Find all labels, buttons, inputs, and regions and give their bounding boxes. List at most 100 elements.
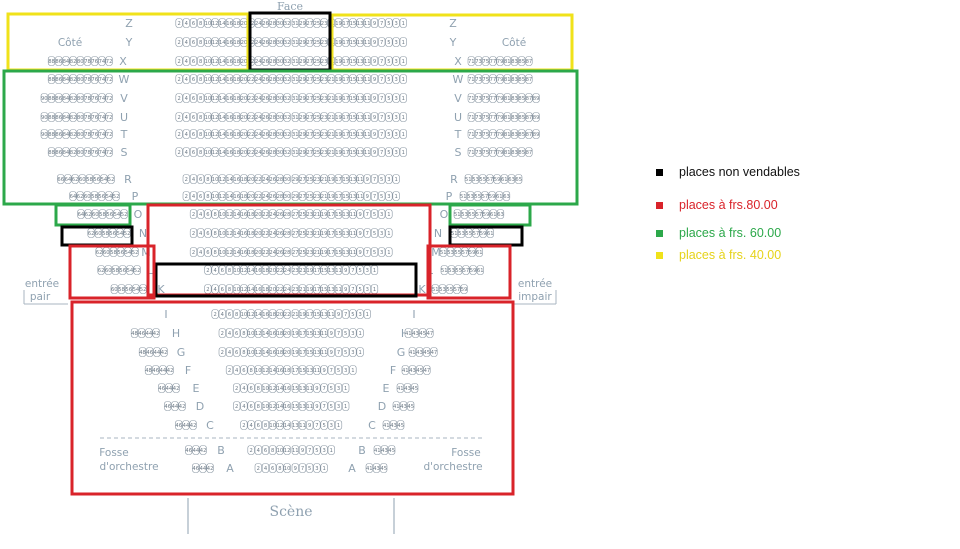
seat[interactable]: 17	[313, 265, 321, 275]
seat[interactable]: 41	[404, 328, 412, 338]
seat[interactable]: 51	[439, 247, 447, 257]
seat[interactable]: 59	[493, 174, 501, 184]
seat[interactable]: 47	[426, 328, 434, 338]
seat[interactable]: 10	[283, 463, 291, 473]
seat[interactable]: 19	[291, 347, 299, 357]
seat[interactable]: 2	[218, 347, 226, 357]
seat[interactable]: 58	[85, 174, 94, 184]
seat[interactable]: 46	[158, 383, 166, 393]
seat[interactable]: 16	[269, 347, 277, 357]
seat[interactable]: 5	[356, 265, 364, 275]
seat[interactable]: 71	[467, 56, 475, 66]
seat[interactable]: 79	[496, 74, 504, 84]
seat[interactable]: 78	[83, 112, 92, 122]
seat[interactable]: 24	[254, 129, 262, 139]
seat[interactable]: 4	[211, 284, 219, 294]
seat[interactable]: 3	[378, 247, 386, 257]
seat[interactable]: 12	[247, 309, 255, 319]
seat[interactable]: 7	[363, 247, 371, 257]
seat[interactable]: 52	[123, 228, 131, 238]
seat[interactable]: 55	[446, 284, 454, 294]
seat[interactable]: 52	[133, 265, 141, 275]
seat[interactable]: 13	[298, 401, 307, 411]
seat[interactable]: 17	[334, 191, 343, 201]
seat[interactable]: 15	[349, 112, 357, 122]
seat[interactable]: 24	[283, 284, 291, 294]
seat[interactable]: 83	[510, 147, 519, 157]
seat[interactable]: 27	[306, 56, 314, 66]
seat[interactable]: 17	[342, 112, 350, 122]
seat[interactable]: 14	[254, 309, 262, 319]
seat[interactable]: 13	[356, 56, 364, 66]
seat[interactable]: 2	[175, 129, 183, 139]
seat[interactable]: 56	[119, 265, 127, 275]
seat[interactable]: 10	[261, 401, 270, 411]
seat[interactable]: 1	[399, 18, 407, 28]
seat[interactable]: 15	[349, 147, 357, 157]
seat[interactable]: 9	[334, 309, 343, 319]
seat[interactable]: 83	[510, 56, 519, 66]
seat[interactable]: 16	[283, 383, 291, 393]
seat[interactable]: 1	[385, 228, 393, 238]
seat[interactable]: 32	[283, 93, 291, 103]
seat[interactable]: 20	[240, 93, 248, 103]
seat[interactable]: 26	[269, 174, 277, 184]
seat[interactable]: 75	[482, 74, 490, 84]
seat[interactable]: 14	[233, 247, 241, 257]
seat[interactable]: 3	[392, 37, 400, 47]
seat[interactable]: 72	[105, 112, 113, 122]
seat[interactable]: 76	[91, 56, 99, 66]
seat[interactable]: 12	[225, 228, 234, 238]
seat[interactable]: 23	[320, 37, 328, 47]
seat[interactable]: 43	[408, 365, 417, 375]
seat[interactable]: 53	[447, 265, 456, 275]
seat[interactable]: 43	[380, 445, 389, 455]
seat[interactable]: 4	[240, 383, 248, 393]
seat[interactable]: 74	[98, 112, 106, 122]
seat[interactable]: 21	[298, 284, 307, 294]
seat[interactable]: 81	[503, 93, 511, 103]
seat[interactable]: 57	[475, 209, 483, 219]
seat[interactable]: 90	[40, 112, 48, 122]
seat[interactable]: 6	[189, 18, 198, 28]
seat[interactable]: 88	[47, 56, 56, 66]
seat[interactable]: 18	[261, 284, 270, 294]
seat[interactable]: 7	[378, 18, 386, 28]
seat[interactable]: 15	[349, 93, 357, 103]
seat[interactable]: 23	[320, 74, 328, 84]
seat[interactable]: 77	[489, 74, 497, 84]
seat[interactable]: 82	[69, 147, 77, 157]
seat[interactable]: 8	[211, 209, 219, 219]
seat[interactable]: 89	[532, 129, 540, 139]
seat[interactable]: 43	[372, 463, 381, 473]
seat[interactable]: 25	[313, 112, 321, 122]
seat[interactable]: 5	[385, 18, 393, 28]
seat[interactable]: 23	[320, 93, 328, 103]
seat[interactable]: 5	[370, 228, 379, 238]
seat[interactable]: 9	[363, 191, 371, 201]
seat[interactable]: 6	[254, 420, 262, 430]
seat[interactable]: 28	[276, 191, 284, 201]
seat[interactable]: 19	[306, 284, 314, 294]
seat[interactable]: 18	[247, 209, 255, 219]
seat[interactable]: 73	[474, 74, 483, 84]
seat[interactable]: 82	[69, 56, 77, 66]
seat[interactable]: 5	[342, 347, 350, 357]
seat[interactable]: 8	[254, 401, 262, 411]
seat[interactable]: 13	[356, 37, 364, 47]
seat[interactable]: 55	[468, 209, 476, 219]
seat[interactable]: 22	[254, 191, 262, 201]
seat[interactable]: 20	[240, 112, 248, 122]
seat[interactable]: 7	[378, 37, 386, 47]
seat[interactable]: 45	[419, 328, 427, 338]
seat[interactable]: 56	[109, 228, 117, 238]
seat[interactable]: 8	[225, 265, 234, 275]
seat[interactable]: 26	[261, 74, 270, 84]
seat[interactable]: 27	[298, 191, 307, 201]
seat[interactable]: 63	[502, 191, 511, 201]
seat[interactable]: 78	[83, 56, 92, 66]
seat[interactable]: 4	[197, 209, 205, 219]
seat[interactable]: 26	[261, 37, 270, 47]
seat[interactable]: 11	[363, 129, 371, 139]
seat[interactable]: 14	[218, 93, 226, 103]
